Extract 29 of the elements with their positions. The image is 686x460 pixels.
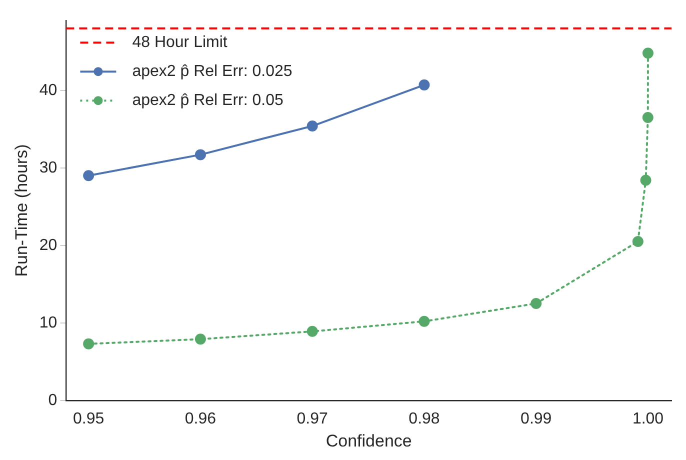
y-tick-label: 0 bbox=[48, 392, 58, 409]
x-tick-label: 0.97 bbox=[296, 410, 328, 428]
legend-label: apex2 p̂ Rel Err: 0.05 bbox=[132, 92, 284, 110]
point bbox=[83, 170, 94, 182]
y-tick-label: 10 bbox=[39, 314, 58, 332]
x-axis-title: Confidence bbox=[326, 431, 412, 450]
point bbox=[632, 236, 644, 248]
y-tick-label: 40 bbox=[39, 82, 58, 99]
point bbox=[418, 316, 430, 327]
x-tick-label: 0.99 bbox=[520, 410, 552, 428]
legend-label: apex2 p̂ Rel Err: 0.025 bbox=[132, 63, 292, 80]
y-axis-title: Run-Time (hours) bbox=[12, 144, 31, 277]
point bbox=[306, 120, 318, 132]
point bbox=[83, 338, 94, 350]
point bbox=[642, 112, 654, 123]
point bbox=[640, 174, 652, 186]
point bbox=[306, 326, 318, 337]
y-tick-label: 30 bbox=[39, 159, 58, 176]
y-tick-label: 20 bbox=[39, 236, 58, 254]
point bbox=[642, 48, 654, 59]
x-tick-label: 1.00 bbox=[632, 410, 664, 428]
point bbox=[418, 79, 430, 90]
legend-label: 48 Hour Limit bbox=[132, 34, 228, 52]
point bbox=[530, 298, 542, 310]
point bbox=[194, 149, 206, 160]
x-tick-label: 0.96 bbox=[184, 410, 216, 428]
x-tick-label: 0.95 bbox=[73, 410, 104, 428]
x-tick-label: 0.98 bbox=[408, 410, 440, 428]
point bbox=[194, 334, 206, 345]
